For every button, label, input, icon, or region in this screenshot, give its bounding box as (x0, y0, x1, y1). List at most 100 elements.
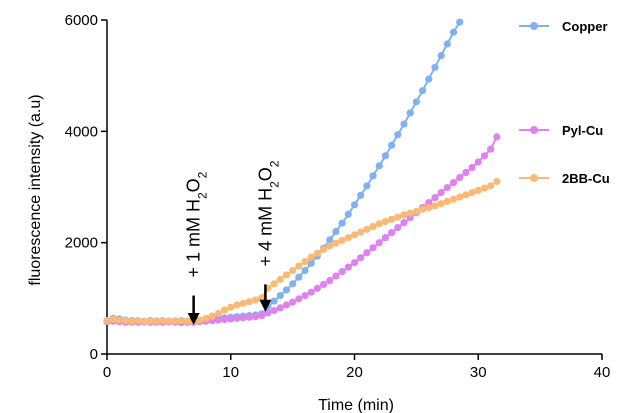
data-point-2bb-cu (418, 205, 427, 213)
data-point-2bb-cu (301, 257, 309, 266)
data-point-copper (443, 40, 451, 48)
data-point-2bb-cu (338, 236, 346, 245)
data-point-copper (338, 219, 346, 227)
data-point-pyl-cu (462, 168, 470, 177)
data-point-pyl-cu (425, 198, 433, 207)
data-point-copper (363, 182, 371, 190)
annotation-text-part: + 1 mM H (184, 199, 204, 278)
data-point-copper (375, 162, 383, 170)
data-point-2bb-cu (214, 309, 222, 317)
data-point-2bb-cu (394, 213, 402, 221)
data-point-copper (350, 201, 359, 209)
data-point-pyl-cu (270, 306, 278, 315)
data-point-copper (431, 63, 439, 71)
data-point-copper (289, 280, 297, 288)
data-point-copper (400, 120, 408, 128)
data-point-2bb-cu (146, 317, 154, 325)
data-point-pyl-cu (282, 301, 291, 309)
data-point-pyl-cu (456, 173, 464, 182)
data-marks (103, 18, 501, 327)
data-point-2bb-cu (202, 314, 210, 322)
annotation-arrowhead (259, 299, 272, 312)
y-tick-label: 4000 (65, 123, 98, 140)
legend-swatch-marker (530, 174, 538, 182)
annotation-text-part: 2 (196, 171, 210, 178)
data-point-pyl-cu (480, 152, 489, 160)
data-point-2bb-cu (326, 242, 334, 250)
data-point-2bb-cu (313, 249, 321, 257)
annotation-text: + 1 mM H2O2 (184, 171, 210, 277)
data-point-copper (437, 52, 445, 60)
legend-swatch-marker (530, 22, 538, 30)
data-point-2bb-cu (159, 317, 167, 325)
data-point-pyl-cu (319, 280, 328, 289)
data-point-2bb-cu (307, 253, 315, 261)
data-point-pyl-cu (301, 291, 309, 300)
data-point-2bb-cu (456, 193, 464, 201)
data-point-2bb-cu (487, 182, 495, 190)
data-point-copper (388, 141, 396, 149)
data-point-copper (369, 172, 377, 180)
y-tick-label: 6000 (65, 12, 98, 29)
legend-item-pyl-cu: Pyl-Cu (519, 123, 603, 138)
series-2bb-cu (103, 177, 501, 325)
data-point-2bb-cu (282, 271, 291, 279)
data-point-copper (282, 286, 291, 294)
data-point-pyl-cu (394, 224, 402, 232)
data-point-copper (381, 152, 390, 160)
data-point-pyl-cu (245, 313, 253, 321)
data-point-2bb-cu (276, 275, 284, 284)
data-point-pyl-cu (220, 315, 229, 324)
data-point-pyl-cu (375, 239, 383, 247)
data-point-pyl-cu (264, 309, 272, 317)
axis-ticks: 0 10 20 30 40 0 2000 4000 6000 (65, 12, 611, 381)
data-point-pyl-cu (332, 272, 340, 280)
data-point-2bb-cu (177, 317, 185, 325)
annotation-text-part: 2 (267, 160, 281, 167)
data-point-2bb-cu (462, 191, 470, 199)
data-point-pyl-cu (468, 163, 476, 172)
data-point-2bb-cu (369, 222, 377, 231)
legend-swatch-marker (530, 126, 538, 134)
annotation-text-part: O (255, 167, 275, 181)
data-point-pyl-cu (381, 234, 390, 242)
data-point-pyl-cu (251, 313, 260, 321)
data-point-pyl-cu (493, 133, 501, 141)
data-point-2bb-cu (109, 315, 117, 324)
data-point-copper (326, 236, 334, 244)
data-point-2bb-cu (295, 262, 303, 270)
data-point-copper (456, 18, 464, 26)
data-point-2bb-cu (357, 228, 365, 236)
x-tick-label: 10 (222, 364, 239, 381)
data-point-2bb-cu (425, 204, 433, 212)
data-point-pyl-cu (363, 249, 371, 257)
data-point-2bb-cu (431, 202, 439, 210)
annotation-text-part: O (184, 178, 204, 192)
annotation-text-part: 2 (267, 181, 281, 188)
data-point-copper (344, 210, 352, 218)
data-point-pyl-cu (214, 316, 222, 324)
data-point-2bb-cu (363, 225, 371, 233)
data-point-pyl-cu (295, 295, 303, 303)
data-point-2bb-cu (245, 298, 253, 306)
data-point-2bb-cu (332, 239, 340, 247)
data-point-2bb-cu (350, 231, 359, 239)
data-point-pyl-cu (437, 188, 445, 197)
data-point-2bb-cu (270, 280, 278, 288)
data-point-copper (394, 131, 402, 139)
data-point-pyl-cu (233, 314, 241, 322)
y-tick-label: 0 (90, 346, 98, 363)
data-point-2bb-cu (121, 317, 130, 325)
data-point-copper (449, 28, 458, 36)
data-point-2bb-cu (468, 188, 476, 197)
legend: Copper Pyl-Cu 2BB-Cu (519, 19, 610, 186)
data-point-pyl-cu (449, 178, 458, 187)
data-point-2bb-cu (103, 317, 111, 325)
annotation-text-part: 2 (196, 192, 210, 199)
data-point-copper (357, 191, 365, 199)
data-point-2bb-cu (258, 294, 266, 302)
series-pyl-cu (103, 133, 501, 327)
legend-label: Pyl-Cu (562, 123, 603, 138)
data-point-2bb-cu (406, 209, 414, 217)
data-point-copper (307, 259, 315, 267)
